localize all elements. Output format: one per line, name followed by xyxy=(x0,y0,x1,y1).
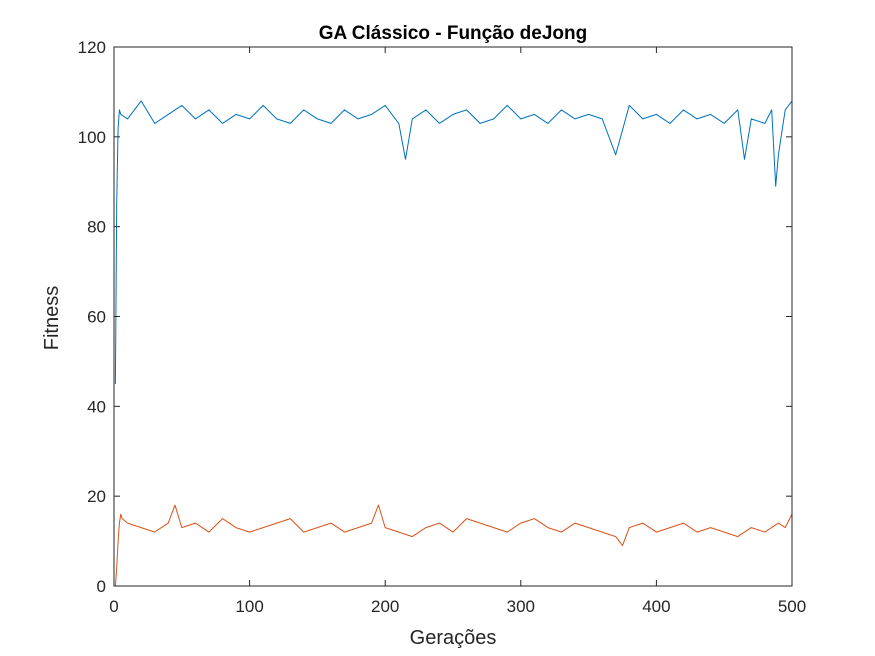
plot-area xyxy=(114,47,792,586)
x-axis-label: Gerações xyxy=(410,627,497,649)
y-axis-label: Fitness xyxy=(41,286,63,350)
x-tick-label-100: 100 xyxy=(235,597,263,616)
y-tick-label-100: 100 xyxy=(78,128,106,147)
axes-layer: 0 100 200 300 400 500 0 20 40 60 80 100 120 xyxy=(78,38,807,616)
series-line-2 xyxy=(114,504,793,587)
y-tick-label-20: 20 xyxy=(87,487,106,506)
series-line-1 xyxy=(114,100,793,384)
y-tick-label-0: 0 xyxy=(97,577,106,596)
y-tick-label-120: 120 xyxy=(78,38,106,57)
x-tick-label-300: 300 xyxy=(507,597,535,616)
x-tick-label-200: 200 xyxy=(371,597,399,616)
x-tick-label-400: 400 xyxy=(642,597,670,616)
plot-background xyxy=(114,47,792,586)
x-tick-label-500: 500 xyxy=(778,597,806,616)
y-tick-label-60: 60 xyxy=(87,308,106,327)
x-tick-label-0: 0 xyxy=(109,597,118,616)
series-layer xyxy=(114,100,793,587)
y-tick-label-40: 40 xyxy=(87,397,106,416)
y-tick-label-80: 80 xyxy=(87,218,106,237)
chart-title: GA Clássico - Função deJong xyxy=(319,23,588,44)
